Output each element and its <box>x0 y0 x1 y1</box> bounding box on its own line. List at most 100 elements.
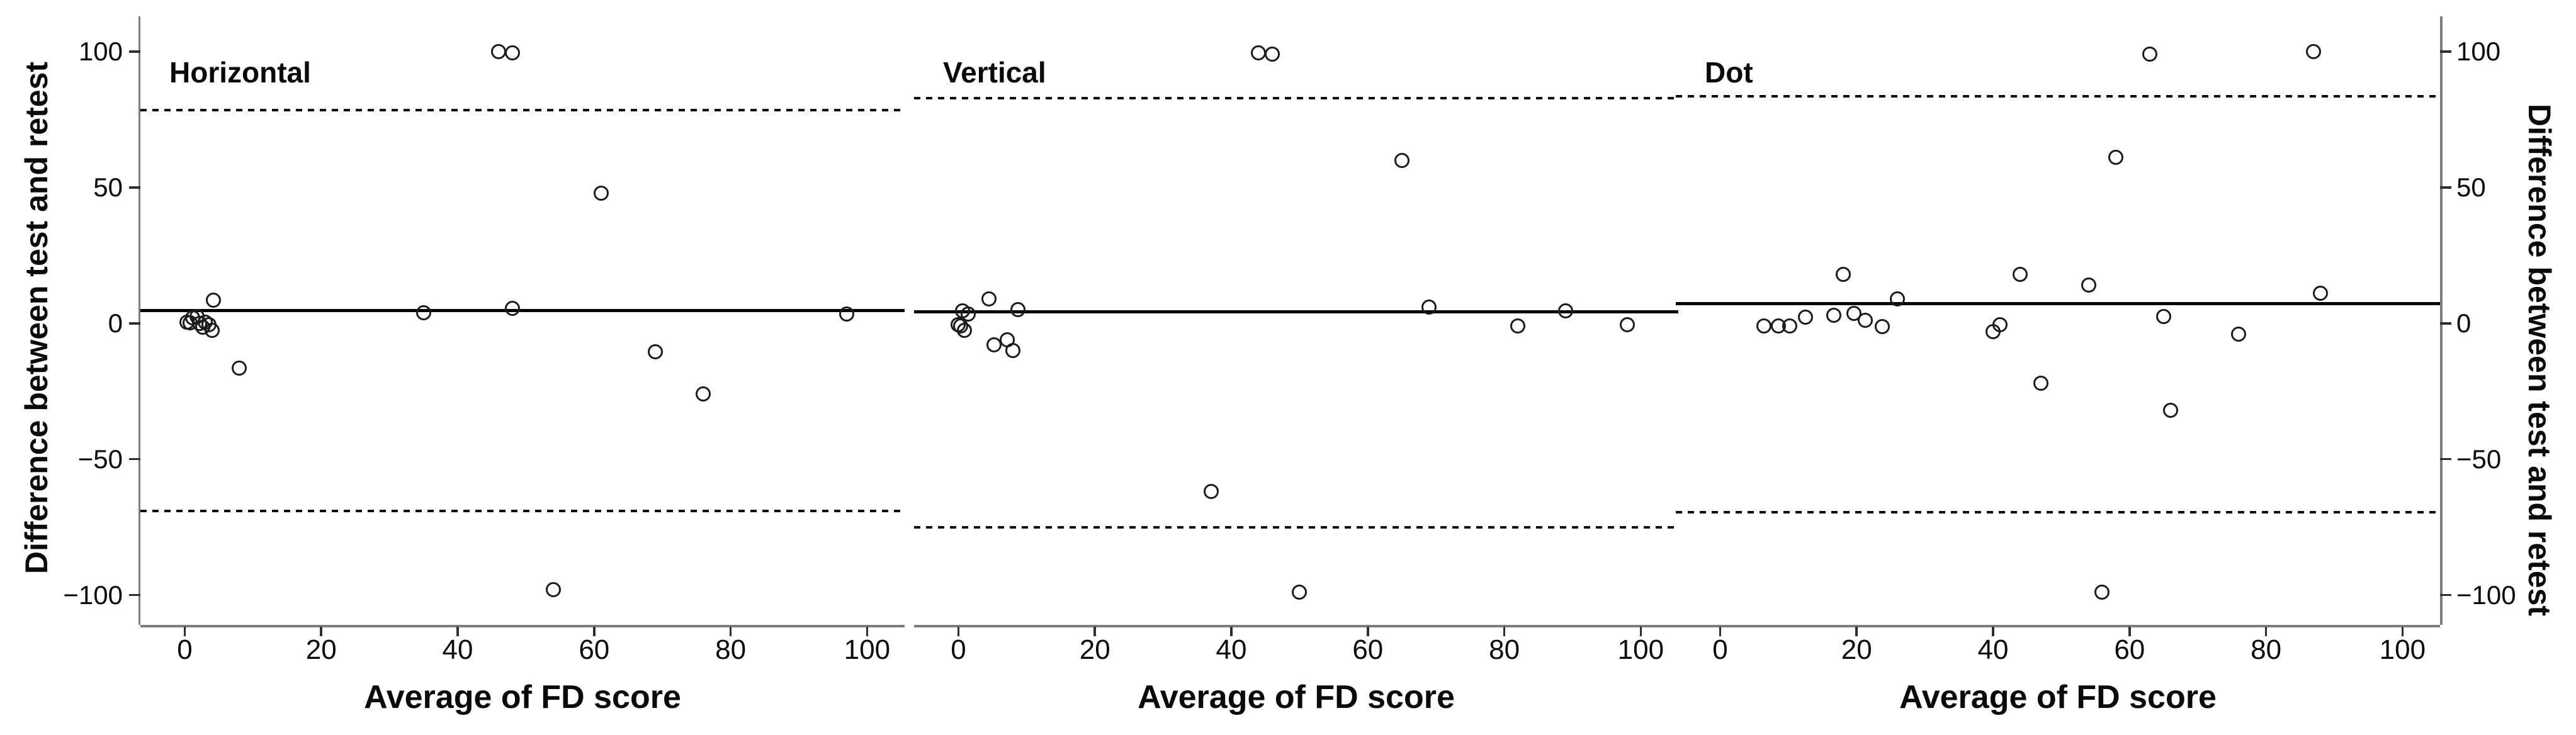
x-tick-label: 80 <box>2251 634 2282 665</box>
x-tick-label: 0 <box>1712 634 1728 665</box>
data-point <box>648 344 664 360</box>
y-tick-label-right: 0 <box>2456 308 2471 338</box>
y-tick-left <box>129 50 140 53</box>
data-point <box>2108 150 2124 166</box>
mean-line <box>1676 302 2440 306</box>
data-point <box>2142 47 2158 62</box>
x-axis-line <box>1676 625 2440 627</box>
lower-loa-line <box>1676 510 2440 513</box>
data-point <box>1010 302 1025 318</box>
x-tick <box>320 627 322 636</box>
data-point <box>1890 291 1906 306</box>
data-point <box>696 386 711 402</box>
data-point <box>1292 585 1308 600</box>
y-tick-label-right: −100 <box>2456 580 2516 610</box>
data-point <box>2162 402 2178 418</box>
y-tick-right <box>2440 457 2451 461</box>
y-tick-label-right: 50 <box>2456 172 2486 202</box>
data-point <box>504 45 520 61</box>
x-tick <box>593 627 596 636</box>
mean-line <box>140 308 905 312</box>
x-tick-label: 60 <box>2114 634 2145 665</box>
y-axis-line-right <box>2440 16 2443 625</box>
x-tick-label: 0 <box>951 634 966 665</box>
data-point <box>1756 318 1771 334</box>
x-axis-line <box>914 625 1678 627</box>
data-point <box>1619 317 1635 332</box>
data-point <box>232 361 247 376</box>
y-tick-label-left: 0 <box>108 308 123 338</box>
x-tick-label: 20 <box>1079 634 1110 665</box>
data-point <box>1992 317 2008 332</box>
y-tick-label-right: −50 <box>2456 444 2502 474</box>
data-point <box>1797 309 1813 325</box>
x-tick-label: 40 <box>1216 634 1247 665</box>
lower-loa-line <box>140 509 905 512</box>
panel-horizontal: Horizontal 0 20 40 60 80 100 Average of FD scor… <box>140 0 905 735</box>
upper-loa-line <box>1676 95 2440 98</box>
data-point <box>205 293 221 308</box>
data-point <box>2231 327 2247 342</box>
data-point <box>2313 286 2329 301</box>
x-tick <box>1093 627 1096 636</box>
x-axis-line <box>140 625 905 627</box>
data-point <box>2094 585 2110 600</box>
x-tick-label: 20 <box>305 634 337 665</box>
data-point <box>1782 318 1798 334</box>
data-point <box>204 322 220 338</box>
x-tick-label: 40 <box>1977 634 2009 665</box>
panel-title: Dot <box>1705 56 1753 89</box>
panel-title: Vertical <box>943 56 1046 89</box>
upper-loa-line <box>914 97 1678 100</box>
y-tick-label-left: −50 <box>77 444 123 474</box>
y-tick-left <box>129 457 140 461</box>
x-tick <box>1367 627 1369 636</box>
x-tick-label: 100 <box>2379 634 2426 665</box>
x-tick <box>2401 627 2404 636</box>
data-point <box>504 301 520 317</box>
x-tick <box>1503 627 1506 636</box>
data-point <box>545 581 561 597</box>
x-tick-label: 0 <box>177 634 193 665</box>
data-point <box>957 322 973 338</box>
data-point <box>2013 267 2028 283</box>
data-point <box>2306 44 2322 60</box>
panel-dot: Dot 0 20 40 60 80 100 Average of FD score <box>1676 0 2440 735</box>
y-tick-label-left: −100 <box>63 580 123 610</box>
data-point <box>2081 278 2096 293</box>
data-point <box>415 305 431 320</box>
x-tick <box>456 627 459 636</box>
x-tick-label: 40 <box>442 634 473 665</box>
y-tick-right <box>2440 322 2451 325</box>
x-tick-label: 20 <box>1841 634 1872 665</box>
data-point <box>593 185 609 201</box>
data-point <box>1835 267 1851 283</box>
y-axis-line-left <box>138 16 140 625</box>
x-axis-title: Average of FD score <box>1899 679 2217 715</box>
y-tick-label-left: 50 <box>93 172 123 202</box>
upper-loa-line <box>140 109 905 112</box>
x-tick <box>1230 627 1233 636</box>
x-tick <box>183 627 186 636</box>
x-tick-label: 80 <box>715 634 747 665</box>
y-tick-left <box>129 593 140 597</box>
x-tick <box>729 627 732 636</box>
x-tick <box>1719 627 1722 636</box>
data-point <box>839 306 854 322</box>
x-tick-label: 100 <box>1617 634 1664 665</box>
data-point <box>1826 307 1842 323</box>
data-point <box>491 44 507 60</box>
mean-line <box>914 310 1678 314</box>
y-tick-left <box>129 322 140 325</box>
x-tick-label: 100 <box>844 634 891 665</box>
x-tick <box>2128 627 2131 636</box>
data-point <box>981 291 997 306</box>
y-tick-right <box>2440 593 2451 597</box>
x-tick <box>957 627 960 636</box>
y-tick-right <box>2440 186 2451 189</box>
data-point <box>986 337 1002 353</box>
lower-loa-line <box>914 525 1678 529</box>
data-point <box>1394 152 1409 168</box>
x-axis-title: Average of FD score <box>364 679 681 715</box>
y-axis-label-right: Difference between test and retest <box>2522 103 2557 617</box>
